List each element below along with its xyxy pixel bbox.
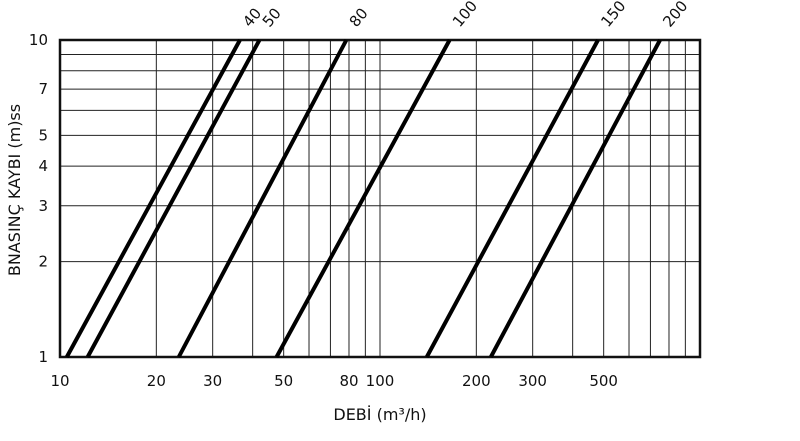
- x-tick-label: 10: [50, 372, 69, 390]
- y-tick-label: 7: [38, 80, 48, 98]
- series-line: [85, 39, 262, 358]
- x-tick-label: 30: [203, 372, 222, 390]
- y-tick-label: 1: [38, 348, 48, 366]
- series-line: [489, 39, 662, 358]
- x-tick-label: 500: [589, 372, 618, 390]
- x-axis-ticks: 10 20 30 50 80 100 200 300 500: [50, 372, 618, 390]
- x-tick-label: 300: [518, 372, 547, 390]
- y-tick-label: 3: [38, 197, 48, 215]
- x-axis-title: DEBİ (m³/h): [333, 405, 426, 424]
- y-tick-label: 2: [38, 253, 48, 271]
- series-line: [65, 39, 242, 358]
- x-tick-label: 80: [339, 372, 358, 390]
- x-tick-label: 100: [366, 372, 395, 390]
- y-axis-title: BNASINÇ KAYBI (m)ss: [5, 104, 24, 276]
- x-tick-label: 20: [147, 372, 166, 390]
- series-label: 200: [659, 0, 691, 31]
- series-label: 50: [259, 4, 285, 30]
- y-axis-ticks: 1 2 3 4 5 7 10: [29, 31, 48, 366]
- y-tick-label: 4: [38, 157, 48, 175]
- series-line: [274, 39, 452, 358]
- series-label: 150: [597, 0, 629, 31]
- plot-frame: [58, 38, 702, 359]
- x-tick-label: 50: [274, 372, 293, 390]
- series-line: [176, 39, 349, 358]
- y-tick-label: 5: [38, 126, 48, 144]
- series-label: 100: [449, 0, 481, 31]
- series-label: 80: [346, 4, 372, 30]
- series-line: [425, 39, 600, 358]
- x-tick-label: 200: [462, 372, 491, 390]
- grid: [60, 40, 700, 357]
- y-tick-label: 10: [29, 31, 48, 49]
